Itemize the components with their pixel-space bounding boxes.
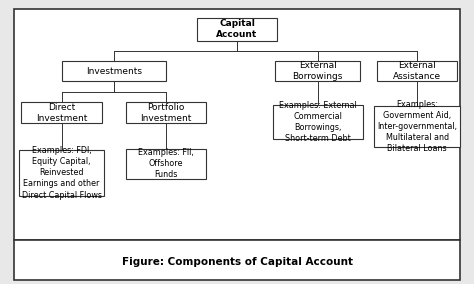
Text: Capital
Account: Capital Account: [216, 19, 258, 39]
Text: Examples: External
Commercial
Borrowings,
Short-term Debt: Examples: External Commercial Borrowings…: [279, 101, 356, 143]
Text: Investments: Investments: [86, 66, 142, 76]
FancyBboxPatch shape: [14, 9, 460, 240]
FancyBboxPatch shape: [374, 106, 460, 147]
Text: Figure: Components of Capital Account: Figure: Components of Capital Account: [121, 257, 353, 267]
Text: Direct
Investment: Direct Investment: [36, 103, 87, 123]
FancyBboxPatch shape: [126, 102, 206, 123]
FancyBboxPatch shape: [275, 60, 360, 82]
Text: Portfolio
Investment: Portfolio Investment: [140, 103, 191, 123]
FancyBboxPatch shape: [62, 60, 166, 82]
FancyBboxPatch shape: [273, 105, 363, 139]
Text: Examples:
Government Aid,
Inter-governmental,
Multilateral and
Bilateral Loans: Examples: Government Aid, Inter-governme…: [377, 100, 457, 153]
FancyBboxPatch shape: [126, 149, 206, 179]
Text: External
Borrowings: External Borrowings: [292, 61, 343, 81]
FancyBboxPatch shape: [197, 18, 277, 41]
Text: External
Assistance: External Assistance: [393, 61, 441, 81]
Text: Examples: FDI,
Equity Capital,
Reinvested
Earnings and other
Direct Capital Flow: Examples: FDI, Equity Capital, Reinveste…: [22, 146, 101, 200]
FancyBboxPatch shape: [21, 102, 102, 123]
Text: Examples: FII,
Offshore
Funds: Examples: FII, Offshore Funds: [138, 148, 194, 179]
FancyBboxPatch shape: [377, 60, 457, 82]
FancyBboxPatch shape: [14, 240, 460, 280]
FancyBboxPatch shape: [19, 150, 104, 196]
